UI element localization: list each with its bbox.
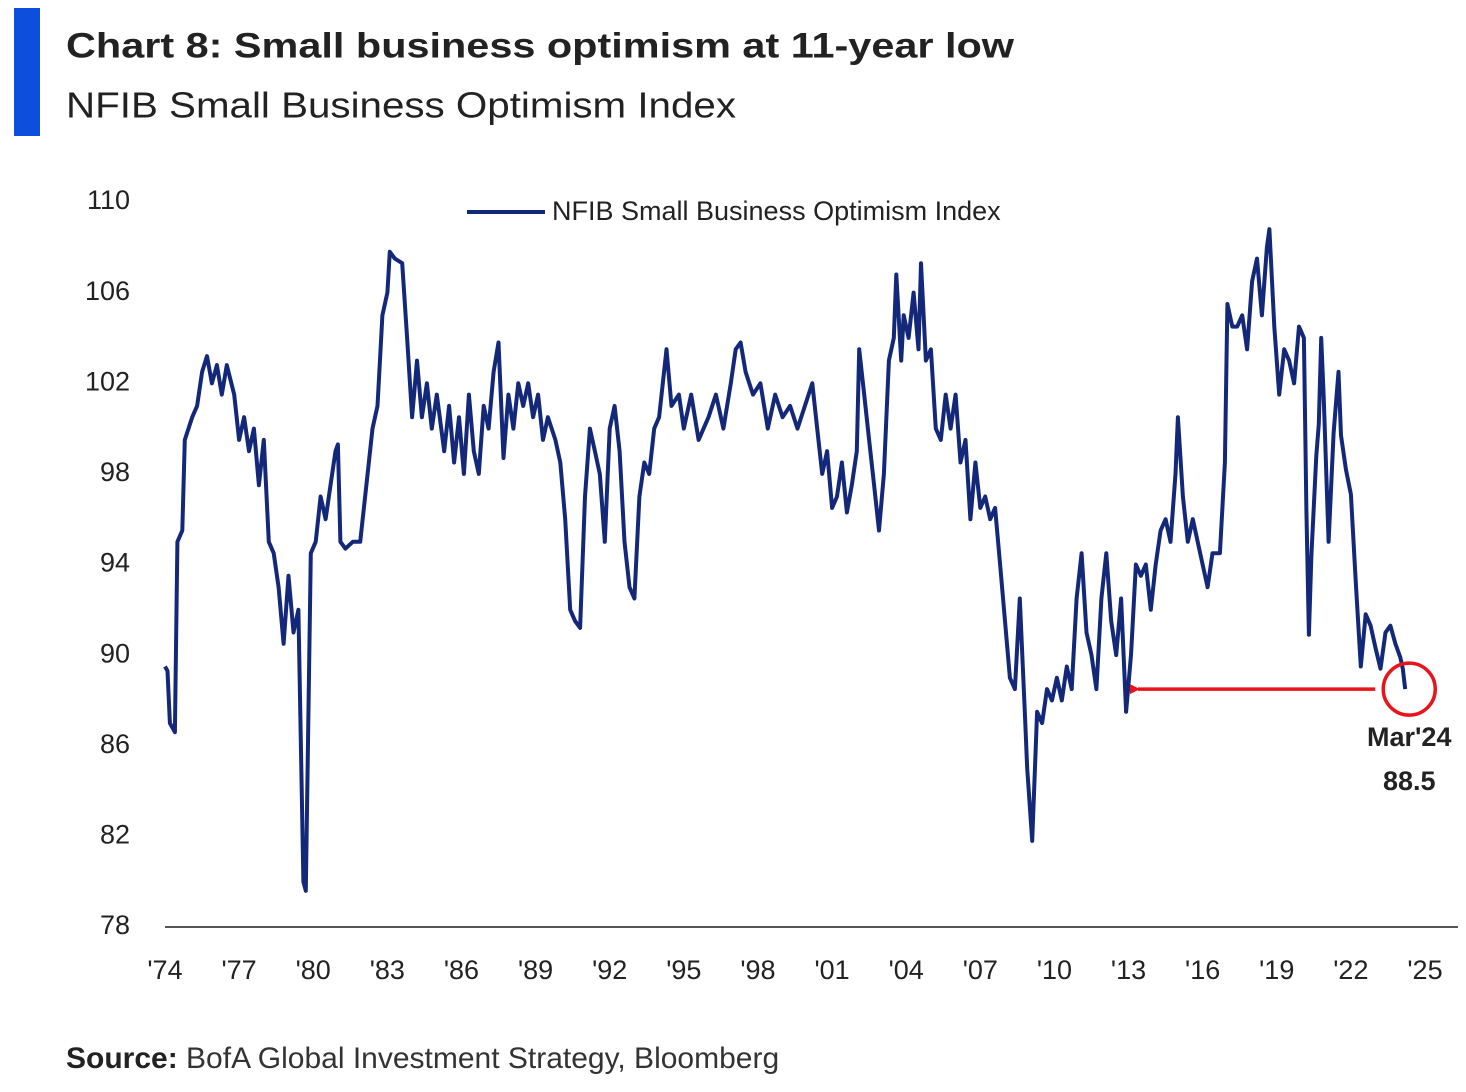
annotation-circle bbox=[1381, 661, 1437, 717]
source-label: Source: bbox=[66, 1042, 178, 1075]
x-tick-label: '92 bbox=[592, 955, 627, 985]
annotation-label: Mar'24 bbox=[1367, 722, 1451, 752]
x-tick-label: '01 bbox=[814, 955, 849, 985]
x-tick-label: '86 bbox=[444, 955, 479, 985]
x-tick-label: '07 bbox=[963, 955, 998, 985]
x-tick-label: '95 bbox=[666, 955, 701, 985]
y-tick-label: 90 bbox=[100, 638, 130, 668]
x-tick-label: '89 bbox=[518, 955, 553, 985]
y-tick-label: 94 bbox=[100, 548, 130, 578]
source: Source: BofA Global Investment Strategy,… bbox=[66, 1042, 779, 1075]
chart-subtitle: NFIB Small Business Optimism Index bbox=[66, 85, 736, 126]
source-text: BofA Global Investment Strategy, Bloombe… bbox=[186, 1042, 779, 1075]
accent-bar bbox=[14, 8, 40, 136]
y-tick-label: 78 bbox=[100, 910, 130, 940]
x-tick-label: '10 bbox=[1037, 955, 1072, 985]
y-tick-label: 82 bbox=[100, 820, 130, 850]
x-tick-label: '19 bbox=[1259, 955, 1294, 985]
series-line bbox=[163, 227, 1408, 893]
chart-title: Chart 8: Small business optimism at 11-y… bbox=[66, 26, 1015, 65]
x-tick-label: '77 bbox=[222, 955, 257, 985]
y-tick-label: 106 bbox=[85, 276, 130, 306]
y-tick-label: 102 bbox=[85, 366, 130, 396]
x-tick-label: '83 bbox=[370, 955, 405, 985]
x-tick-label: '98 bbox=[740, 955, 775, 985]
x-tick-label: '13 bbox=[1111, 955, 1146, 985]
y-tick-label: 98 bbox=[100, 457, 130, 487]
annotation-value: 88.5 bbox=[1383, 766, 1436, 796]
x-tick-label: '22 bbox=[1333, 955, 1368, 985]
x-tick-label: '04 bbox=[889, 955, 924, 985]
legend-label: NFIB Small Business Optimism Index bbox=[552, 196, 1001, 226]
x-tick-label: '74 bbox=[147, 955, 182, 985]
y-tick-label: 86 bbox=[100, 729, 130, 759]
x-tick-label: '25 bbox=[1407, 955, 1442, 985]
x-tick-label: '80 bbox=[296, 955, 331, 985]
y-tick-label: 110 bbox=[87, 185, 130, 215]
x-tick-label: '16 bbox=[1185, 955, 1220, 985]
